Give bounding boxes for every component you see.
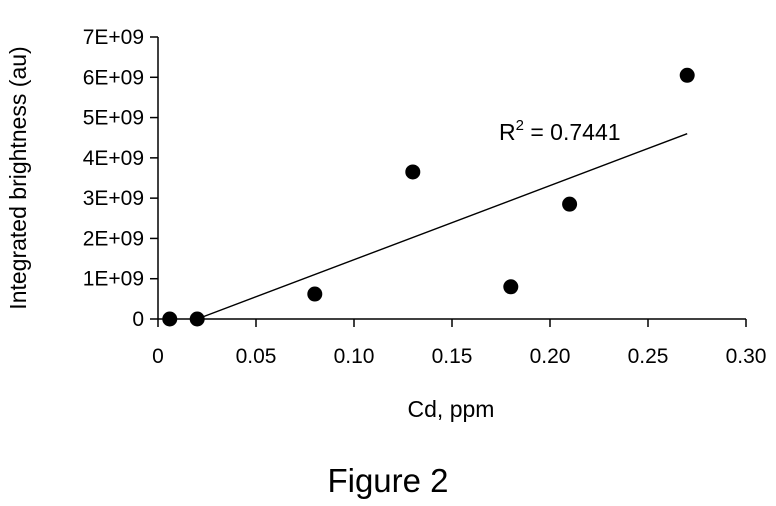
x-tick-label: 0.10: [334, 345, 375, 368]
y-tick-label: 5E+09: [83, 107, 144, 130]
y-axis-ticks: 0 1E+09 2E+09 3E+09 4E+09 5E+09 6E+09 7E+09: [83, 26, 158, 331]
x-tick-label: 0: [152, 345, 164, 368]
data-point: [189, 311, 205, 327]
x-tick-label: 0.20: [530, 345, 571, 368]
x-axis-ticks: 0 0.05 0.10 0.15 0.20 0.25 0.30: [152, 319, 766, 368]
data-point: [562, 196, 578, 212]
data-point: [162, 311, 178, 327]
y-tick-label: 6E+09: [83, 66, 144, 89]
x-tick-label: 0.15: [432, 345, 473, 368]
trendline: [196, 133, 688, 320]
x-axis-title: Cd, ppm: [408, 396, 495, 422]
y-tick-label: 0: [132, 308, 144, 331]
x-tick-label: 0.05: [236, 345, 277, 368]
r-squared-annotation: R2 = 0.7441: [499, 117, 621, 145]
x-tick-label: 0.30: [726, 345, 767, 368]
y-tick-label: 1E+09: [83, 268, 144, 291]
y-tick-label: 4E+09: [83, 147, 144, 170]
y-tick-label: 2E+09: [83, 227, 144, 250]
figure-caption: Figure 2: [327, 462, 448, 499]
y-tick-label: 3E+09: [83, 187, 144, 210]
y-tick-label: 7E+09: [83, 26, 144, 49]
data-point: [503, 279, 519, 295]
data-points: [162, 67, 695, 327]
data-point: [405, 164, 421, 180]
x-tick-label: 0.25: [628, 345, 669, 368]
data-point: [307, 286, 323, 302]
data-point: [679, 67, 695, 83]
y-axis-title: Integrated brightness (au): [5, 46, 31, 309]
